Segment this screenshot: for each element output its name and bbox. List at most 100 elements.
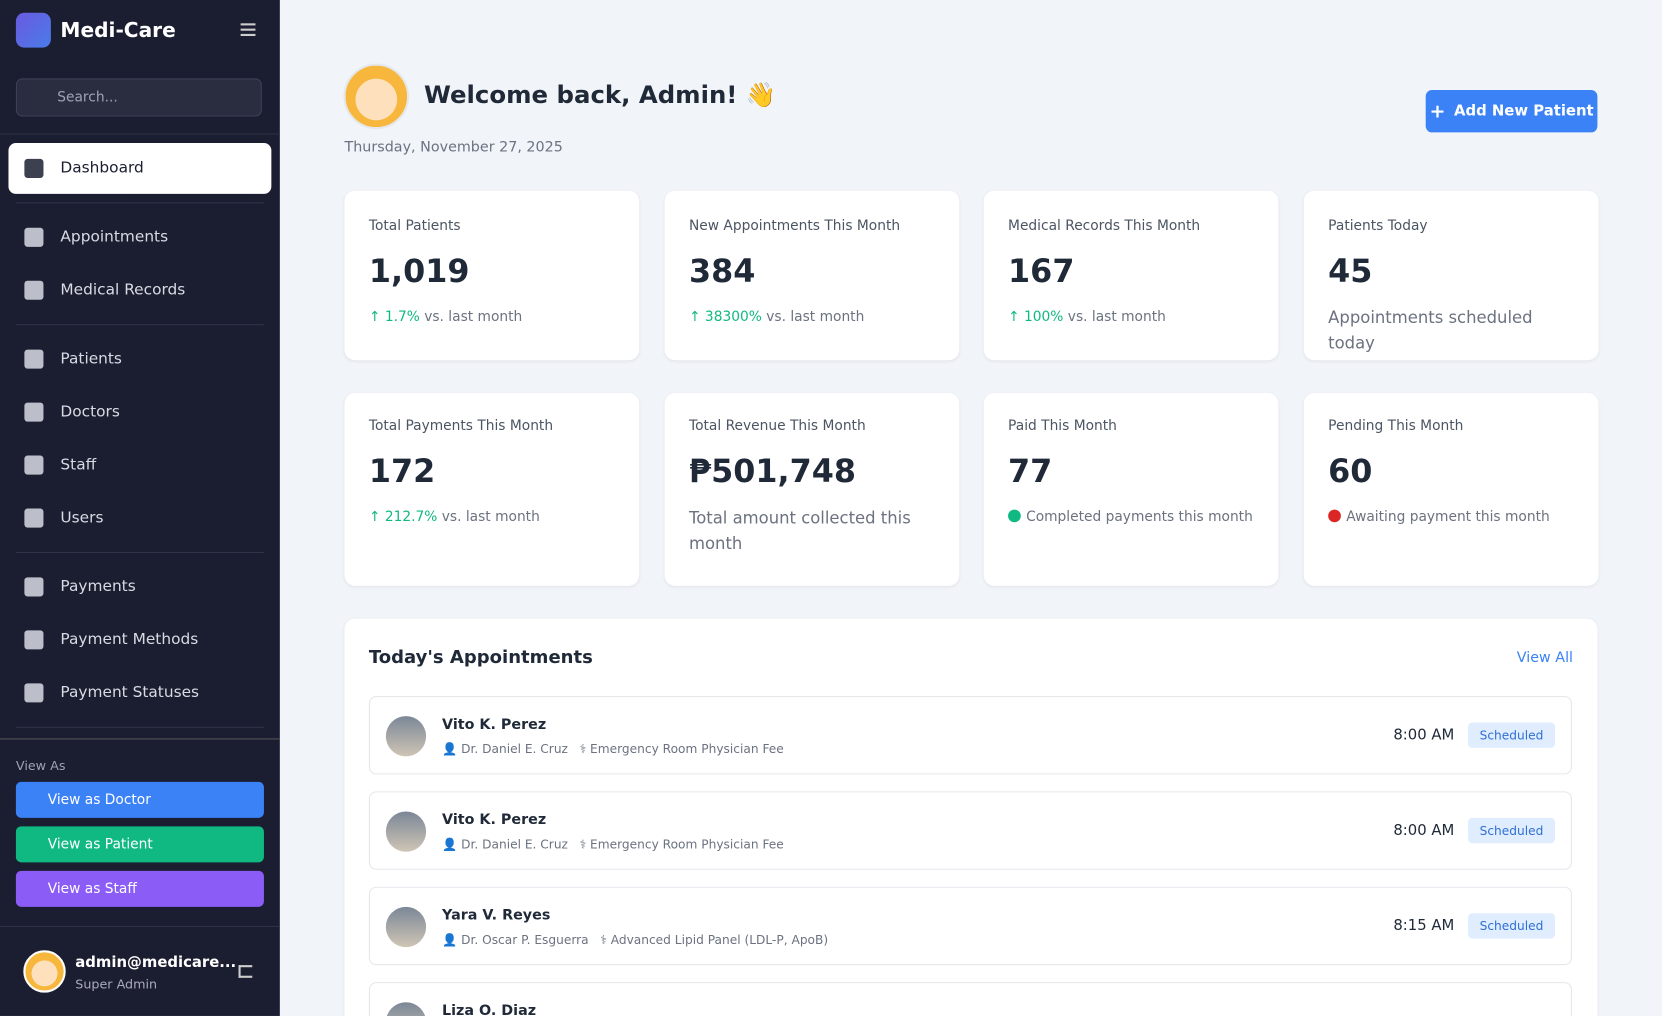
patient-name: Liza O. Diaz (442, 1002, 537, 1016)
doctor-icon: 👤 (442, 741, 462, 757)
stat-value: 60 (1328, 453, 1373, 491)
appointment-details: 👤 Dr. Daniel E. Cruz ⚕ Emergency Room Ph… (442, 742, 784, 757)
patient-photo (385, 906, 427, 948)
stat-change: 212.7% (384, 509, 438, 526)
stat-card: Paid This Month 77 Completed payments this… (983, 393, 1279, 586)
stat-label: Total Patients (368, 218, 461, 235)
nav-group: Appointments Medical Records (15, 203, 264, 326)
stat-value: 45 (1328, 253, 1373, 291)
brand: Medi-Care (15, 12, 176, 48)
appointment-details: 👤 Dr. Oscar P. Esguerra ⚕ Advanced Lipid… (442, 932, 828, 947)
nav-group: Patients Doctors Staff Users (15, 325, 264, 554)
nav-item[interactable]: Dashboard (8, 143, 272, 194)
stat-note: ↑ 100% vs. last month (1008, 305, 1254, 330)
nav-label: Users (60, 509, 104, 527)
stat-label: Total Revenue This Month (688, 418, 866, 435)
doctor-icon: 👤 (442, 932, 462, 948)
appointment-row[interactable]: Liza O. Diaz (368, 982, 1572, 1016)
view-all-link[interactable]: View All (1516, 649, 1574, 667)
stat-card: Total Payments This Month 172 ↑ 212.7% vs.… (344, 393, 640, 586)
user-panel: admin@medicare... Super Admin (0, 925, 280, 1016)
doctor: Dr. Oscar P. Esguerra (461, 932, 589, 948)
plus-icon: + (1429, 100, 1446, 123)
stat-value: ₱501,748 (688, 453, 856, 491)
nav: Dashboard Appointments Medical Records Pati… (0, 133, 280, 738)
stat-change: 38300% (704, 309, 762, 326)
appointment-row[interactable]: Vito K. Perez 👤 Dr. Daniel E. Cruz ⚕ Emer… (368, 791, 1572, 870)
stat-card: Pending This Month 60 Awaiting payment thi… (1303, 393, 1599, 586)
nav-item[interactable]: Payment Methods (8, 614, 271, 665)
logout[interactable] (238, 965, 253, 978)
stat-note: Awaiting payment this month (1328, 505, 1574, 530)
stat-change: 1.7% (384, 309, 420, 326)
appointment-time: 8:15 AM (1393, 917, 1455, 935)
appointments-panel: Today's Appointments View All Vito K. Pe… (344, 618, 1598, 1016)
stat-change: 100% (1023, 309, 1064, 326)
nav-item[interactable]: Appointments (8, 212, 271, 263)
patient-name: Vito K. Perez (442, 716, 547, 734)
up-arrow: ↑ (688, 309, 705, 326)
stat-card: Total Revenue This Month ₱501,748 Total am… (664, 393, 960, 586)
stat-card: Medical Records This Month 167 ↑ 100% vs. … (983, 190, 1279, 361)
status-icon (1328, 509, 1341, 523)
welcome-title: Welcome back, Admin! 👋 (423, 81, 777, 110)
appointment-time: 8:00 AM (1393, 726, 1455, 744)
nav-item[interactable]: Staff (8, 440, 271, 491)
date: Thursday, November 27, 2025 (344, 138, 563, 156)
view-as-label: View As (15, 758, 66, 774)
nav-label: Doctors (60, 403, 120, 421)
sidebar: Medi-Care Search... Dashboard Appointment… (0, 0, 280, 1016)
add-patient-button[interactable]: + Add New Patient (1425, 90, 1598, 133)
stat-note-text: Awaiting payment this month (1346, 509, 1550, 526)
doctor-icon: 👤 (442, 836, 462, 852)
stat-card: Patients Today 45 Appointments scheduled t… (1303, 190, 1599, 361)
view-as-button[interactable]: View as Doctor (15, 781, 264, 818)
nav-item[interactable]: Patients (8, 334, 271, 385)
appointment-time: 8:00 AM (1393, 822, 1455, 840)
nav-item[interactable]: Payments (8, 561, 271, 612)
admin-avatar (343, 63, 410, 130)
stat-note-text: vs. last month (424, 309, 523, 326)
patient-photo (385, 1002, 427, 1016)
view-as-button[interactable]: View as Staff (15, 870, 264, 907)
stat-note-text: vs. last month (1067, 309, 1166, 326)
nav-item[interactable]: Payment Statuses (8, 667, 271, 718)
nav-icon (24, 227, 44, 247)
nav-icon (24, 158, 44, 178)
appointment-details: 👤 Dr. Daniel E. Cruz ⚕ Emergency Room Ph… (442, 837, 784, 852)
nav-item[interactable]: Doctors (8, 387, 271, 438)
stat-note-text: vs. last month (766, 309, 865, 326)
appointment-row[interactable]: Vito K. Perez 👤 Dr. Daniel E. Cruz ⚕ Emer… (368, 696, 1572, 775)
stat-note: ↑ 38300% vs. last month (689, 305, 935, 330)
status-badge: Scheduled (1467, 817, 1556, 844)
service-icon: ⚕ (567, 836, 591, 852)
nav-label: Payment Statuses (60, 684, 200, 702)
service: Emergency Room Physician Fee (590, 741, 784, 757)
user-email: admin@medicare... (75, 954, 237, 972)
nav-label: Dashboard (60, 159, 144, 177)
nav-item[interactable]: Users (8, 493, 271, 544)
stat-card: New Appointments This Month 384 ↑ 38300% v… (664, 190, 960, 361)
view-as-button[interactable]: View as Patient (15, 826, 264, 863)
stat-label: Medical Records This Month (1008, 218, 1201, 235)
nav-item[interactable]: Medical Records (8, 265, 271, 316)
stat-note: ↑ 212.7% vs. last month (369, 505, 615, 530)
service: Advanced Lipid Panel (LDL-P, ApoB) (610, 932, 829, 948)
patient-photo (385, 716, 427, 757)
up-arrow: ↑ (368, 309, 385, 326)
view-as: View As View as Doctor View as Patient Vie… (0, 738, 280, 926)
stat-value: 172 (368, 453, 436, 491)
nav-label: Patients (60, 350, 122, 368)
patient-name: Vito K. Perez (442, 811, 547, 829)
stat-card: Total Patients 1,019 ↑ 1.7% vs. last month (344, 190, 640, 361)
stat-note: Appointments scheduled today (1328, 305, 1574, 356)
panel-title: Today's Appointments (368, 647, 593, 669)
search-input[interactable]: Search... (15, 78, 262, 117)
nav-label: Medical Records (60, 281, 186, 299)
stat-note: Total amount collected this month (689, 505, 935, 556)
appointment-row[interactable]: Yara V. Reyes 👤 Dr. Oscar P. Esguerra ⚕ A… (368, 886, 1572, 966)
patient-photo (385, 811, 427, 852)
menu-toggle[interactable] (240, 23, 256, 37)
